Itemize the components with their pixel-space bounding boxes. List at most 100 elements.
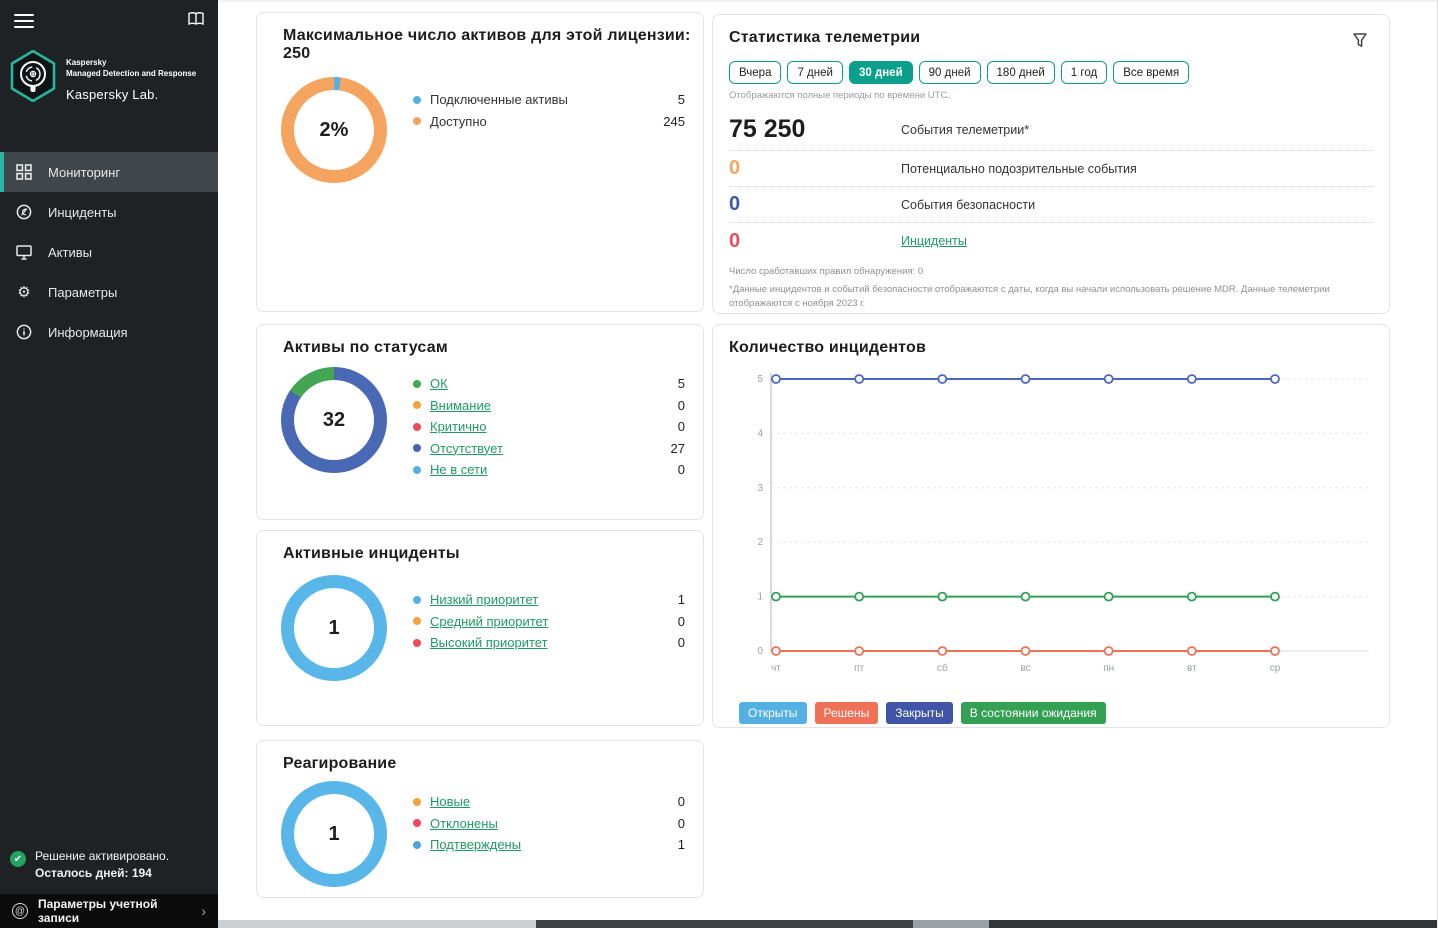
sidebar-item-label: Информация [48, 324, 128, 340]
scrollbar-thumb[interactable] [536, 920, 913, 928]
status-ok-link[interactable]: ОК [430, 376, 448, 392]
svg-text:2: 2 [757, 537, 763, 548]
new-responses-link[interactable]: Новые [430, 794, 471, 810]
legend-row: Отклонены 0 [413, 813, 685, 835]
legend-dot [413, 444, 421, 453]
svg-text:3: 3 [757, 483, 763, 494]
menu-toggle-icon[interactable] [14, 14, 34, 28]
svg-text:вт: вт [1187, 663, 1197, 674]
data-availability-footnote: *Данные инцидентов и событий безопасност… [729, 284, 1330, 309]
incidents-chart-title: Количество инцидентов [729, 339, 927, 356]
scrollbar-thumb[interactable] [989, 920, 1437, 928]
declined-responses-link[interactable]: Отклонены [430, 815, 498, 831]
period-filters: Вчера 7 дней 30 дней 90 дней 180 дней 1 … [713, 47, 1389, 84]
active-incidents-title: Активные инциденты [283, 545, 460, 562]
assets-status-card: Активы по статусам 32 ОК 5 Внимание 0 [256, 324, 704, 520]
status-critical-link[interactable]: Критично [430, 419, 487, 435]
chart-legend: Открыты Решены Закрыты В состоянии ожида… [713, 698, 1389, 724]
help-book-icon[interactable] [188, 11, 204, 31]
response-card-title: Реагирование [283, 755, 397, 772]
response-donut-value: 1 [328, 822, 340, 845]
chevron-right-icon: › [201, 903, 206, 919]
filter-all-time[interactable]: Все время [1113, 61, 1190, 84]
svg-text:ср: ср [1270, 663, 1281, 674]
incidents-icon [15, 204, 33, 220]
confirmed-responses-link[interactable]: Подтверждены [430, 837, 522, 853]
stat-row: 0 События безопасности [729, 187, 1373, 223]
legend-row: ОК 5 [413, 373, 685, 395]
status-absent-link[interactable]: Отсутствует [430, 440, 503, 456]
dashboard-icon [15, 164, 33, 180]
svg-text:вс: вс [1020, 663, 1030, 674]
stat-row: 75 250 События телеметрии* [729, 109, 1373, 151]
high-priority-link[interactable]: Высокий приоритет [430, 635, 548, 651]
incidents-link[interactable]: Инциденты [901, 234, 967, 248]
legend-dot [413, 797, 421, 806]
filter-30-days[interactable]: 30 дней [848, 61, 913, 84]
incidents-chart-svg: 0 1 2 3 4 5 чт пт сб вс пн вт ср [757, 373, 1369, 674]
svg-text:пт: пт [854, 663, 864, 674]
license-card: Максимальное число активов для этой лице… [256, 12, 704, 312]
horizontal-scrollbar[interactable] [218, 920, 1437, 928]
filter-funnel-icon[interactable] [1353, 33, 1367, 53]
license-card-title: Максимальное число активов для этой лице… [283, 27, 691, 62]
legend-dot [413, 117, 421, 126]
legend-row: Высокий приоритет 0 [413, 632, 685, 654]
telemetry-stats: 75 250 События телеметрии* 0 Потенциальн… [729, 109, 1373, 259]
legend-row: Низкий приоритет 1 [413, 589, 685, 611]
response-card: Реагирование 1 Новые 0 Отклонены 0 Под [256, 740, 704, 898]
legend-closed-button[interactable]: Закрыты [886, 702, 953, 724]
svg-text:чт: чт [771, 663, 781, 674]
stat-label: События телеметрии* [901, 122, 1030, 137]
legend-row: Критично 0 [413, 416, 685, 438]
filter-yesterday[interactable]: Вчера [729, 61, 782, 84]
brand-name: Kaspersky [66, 58, 107, 67]
telemetry-card-title: Статистика телеметрии [729, 29, 921, 46]
filter-90-days[interactable]: 90 дней [918, 61, 981, 84]
legend-open-button[interactable]: Открыты [739, 702, 807, 724]
sidebar-item-monitoring[interactable]: Мониторинг [0, 152, 218, 192]
sidebar-item-incidents[interactable]: Инциденты [0, 192, 218, 232]
incidents-chart-card: Количество инцидентов 0 1 2 3 4 5 чт пт сб вс пн вт… [712, 324, 1390, 728]
low-priority-link[interactable]: Низкий приоритет [430, 592, 539, 608]
brand-company: Kaspersky Lab. [66, 87, 159, 102]
info-icon [15, 324, 33, 340]
license-status-line1: Решение активировано. [35, 849, 170, 863]
legend-dot [413, 95, 421, 104]
sidebar-item-assets[interactable]: Активы [0, 232, 218, 272]
license-status-line2: Осталось дней: 194 [35, 866, 152, 880]
stat-row: 0 Потенциально подозрительные события [729, 151, 1373, 187]
stat-label: События безопасности [901, 197, 1036, 212]
svg-text:0: 0 [757, 646, 763, 657]
filter-7-days[interactable]: 7 дней [787, 61, 843, 84]
sidebar-item-label: Активы [48, 244, 92, 260]
status-warning-link[interactable]: Внимание [430, 397, 491, 413]
timezone-note: Отображаются полные периоды по времени U… [729, 90, 950, 101]
active-incidents-donut-value: 1 [328, 616, 340, 639]
assets-donut-chart: 32 [281, 367, 387, 473]
legend-dot [413, 422, 421, 431]
license-status: ✔ Решение активировано. Осталось дней: 1… [0, 848, 218, 894]
settings-icon: ⚙ [17, 283, 31, 301]
detection-rules-footnote: Число сработавших правил обнаружения: 0 [729, 266, 924, 277]
account-settings-button[interactable]: @ Параметры учетной записи › [0, 894, 218, 928]
sidebar-item-settings[interactable]: ⚙ Параметры [0, 272, 218, 312]
filter-1-year[interactable]: 1 год [1060, 61, 1108, 84]
svg-text:пн: пн [1103, 663, 1114, 674]
legend-row: Доступно 245 [413, 111, 685, 133]
filter-180-days[interactable]: 180 дней [986, 61, 1055, 84]
assets-card-title: Активы по статусам [283, 339, 448, 356]
status-offline-link[interactable]: Не в сети [430, 462, 488, 478]
active-incidents-donut-chart: 1 [281, 575, 387, 681]
legend-row: Внимание 0 [413, 395, 685, 417]
legend-resolved-button[interactable]: Решены [814, 702, 879, 724]
legend-waiting-button[interactable]: В состоянии ожидания [960, 702, 1106, 724]
svg-text:5: 5 [757, 374, 763, 385]
sidebar-item-information[interactable]: Информация [0, 312, 218, 352]
legend-row: Подтверждены 1 [413, 834, 685, 856]
kaspersky-logo [10, 50, 56, 102]
telemetry-card: Статистика телеметрии Вчера 7 дней 30 дн… [712, 14, 1390, 314]
medium-priority-link[interactable]: Средний приоритет [430, 613, 549, 629]
sidebar-item-label: Мониторинг [48, 164, 121, 180]
account-settings-label: Параметры учетной записи [38, 897, 158, 925]
